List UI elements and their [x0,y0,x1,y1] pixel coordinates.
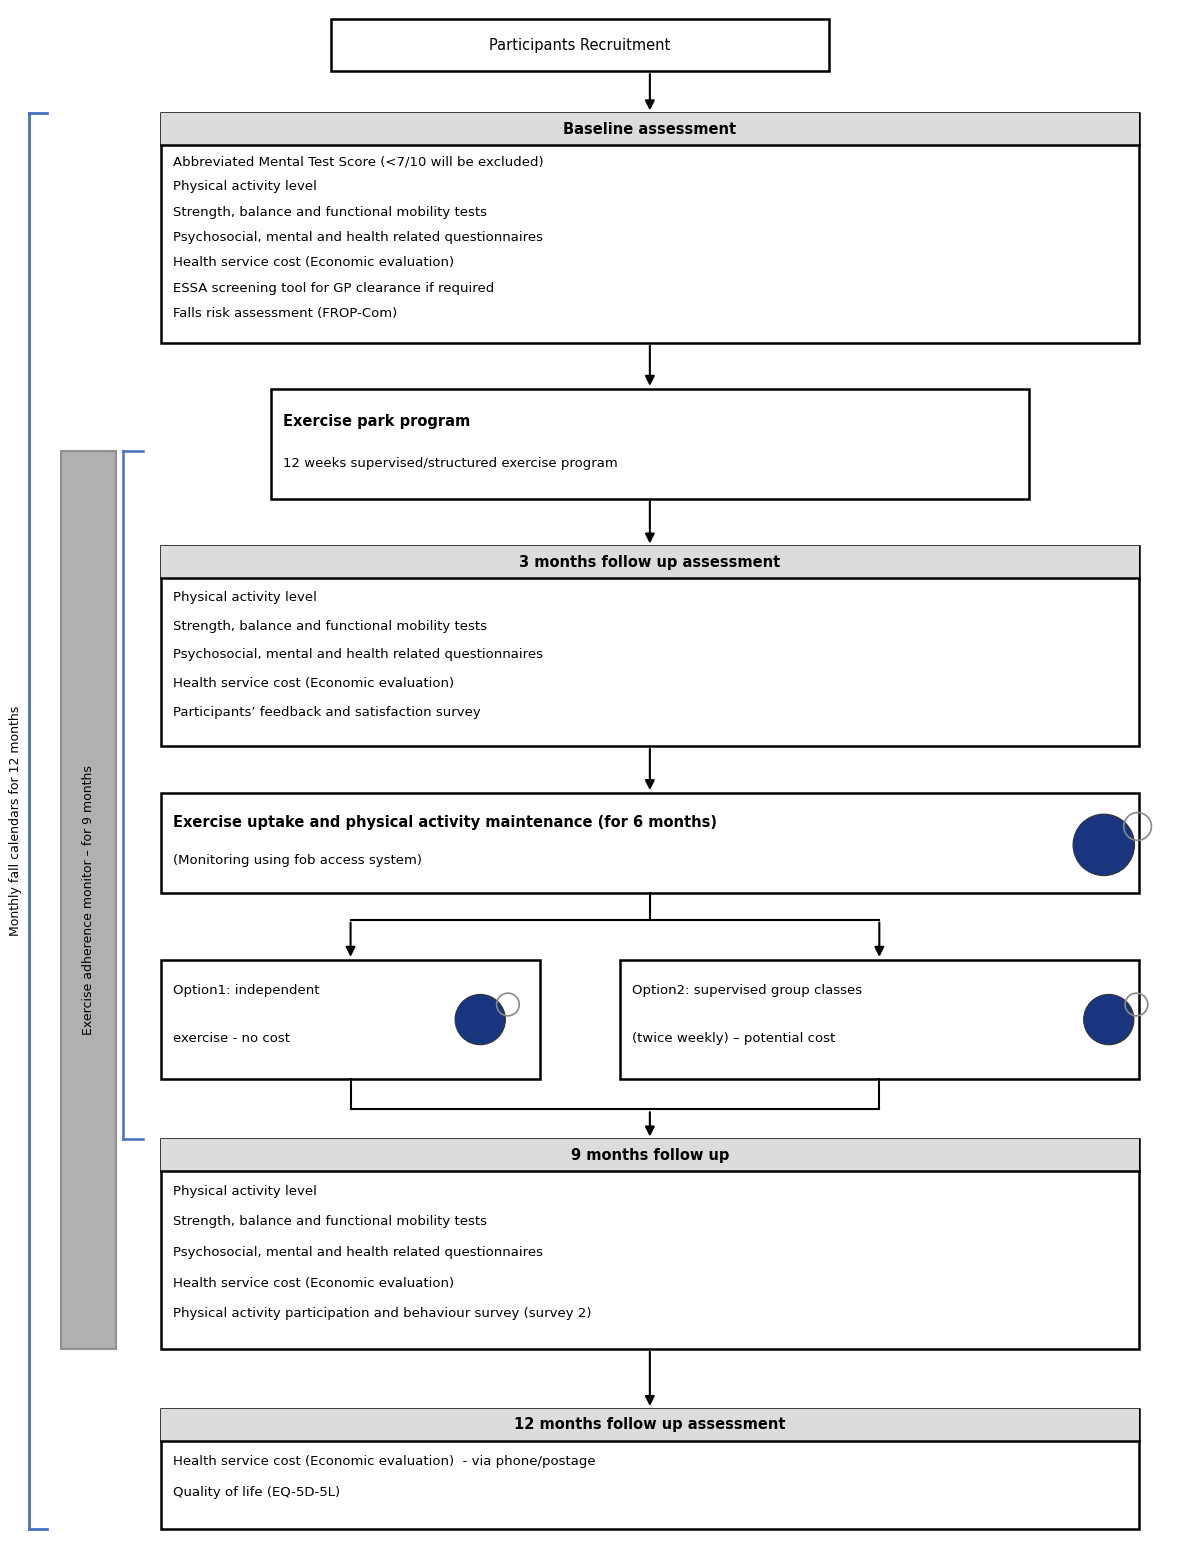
Bar [161,547,1138,747]
Text: Strength, balance and functional mobility tests: Strength, balance and functional mobilit… [172,1215,487,1228]
Bar [161,547,1138,578]
Text: Physical activity level: Physical activity level [172,181,317,194]
Text: Psychosocial, mental and health related questionnaires: Psychosocial, mental and health related … [172,648,543,661]
Text: Monthly fall calendars for 12 months: Monthly fall calendars for 12 months [8,706,22,936]
Text: (twice weekly) – potential cost: (twice weekly) – potential cost [632,1032,835,1045]
Bar [270,389,1029,498]
Text: Abbreviated Mental Test Score (<7/10 will be excluded): Abbreviated Mental Test Score (<7/10 wil… [172,155,543,169]
Text: Physical activity level: Physical activity level [172,590,317,603]
Text: Option2: supervised group classes: Option2: supervised group classes [632,984,862,997]
Text: 12 months follow up assessment: 12 months follow up assessment [514,1417,785,1432]
Ellipse shape [1084,995,1134,1045]
Text: 12 weeks supervised/structured exercise program: 12 weeks supervised/structured exercise … [282,456,618,470]
Bar [620,959,1138,1079]
Text: Exercise adherence monitor – for 9 months: Exercise adherence monitor – for 9 month… [83,765,96,1034]
Bar [161,959,540,1079]
Text: Participants’ feedback and satisfaction survey: Participants’ feedback and satisfaction … [172,706,481,720]
Text: Exercise uptake and physical activity maintenance (for 6 months): Exercise uptake and physical activity ma… [172,815,717,831]
Ellipse shape [1074,814,1135,876]
Bar [61,450,116,1350]
Bar [161,112,1138,342]
Text: Quality of life (EQ-5D-5L): Quality of life (EQ-5D-5L) [172,1485,340,1500]
Text: ESSA screening tool for GP clearance if required: ESSA screening tool for GP clearance if … [172,281,494,295]
Text: Psychosocial, mental and health related questionnaires: Psychosocial, mental and health related … [172,1246,543,1259]
Text: Health service cost (Economic evaluation): Health service cost (Economic evaluation… [172,256,455,270]
Text: Strength, balance and functional mobility tests: Strength, balance and functional mobilit… [172,206,487,219]
Text: exercise - no cost: exercise - no cost [172,1032,291,1045]
Text: Strength, balance and functional mobility tests: Strength, balance and functional mobilit… [172,620,487,633]
Bar [161,1139,1138,1350]
Text: Exercise park program: Exercise park program [282,414,470,430]
Text: Falls risk assessment (FROP-Com): Falls risk assessment (FROP-Com) [172,308,397,320]
Bar [331,19,829,72]
Text: Participants Recruitment: Participants Recruitment [489,37,671,53]
Text: Option1: independent: Option1: independent [172,984,320,997]
Text: Physical activity participation and behaviour survey (survey 2): Physical activity participation and beha… [172,1307,592,1320]
Text: Health service cost (Economic evaluation): Health service cost (Economic evaluation… [172,1276,455,1290]
Bar [161,112,1138,145]
Bar [161,1409,1138,1440]
Ellipse shape [455,995,505,1045]
Text: (Monitoring using fob access system): (Monitoring using fob access system) [172,854,422,867]
Text: Health service cost (Economic evaluation): Health service cost (Economic evaluation… [172,678,455,690]
Text: Psychosocial, mental and health related questionnaires: Psychosocial, mental and health related … [172,231,543,244]
Bar [161,1139,1138,1172]
Text: 3 months follow up assessment: 3 months follow up assessment [520,555,781,570]
Bar [161,1409,1138,1529]
Text: Health service cost (Economic evaluation)  - via phone/postage: Health service cost (Economic evaluation… [172,1454,595,1468]
Text: 9 months follow up: 9 months follow up [570,1148,729,1162]
Bar [161,793,1138,893]
Text: Baseline assessment: Baseline assessment [563,122,737,136]
Text: Physical activity level: Physical activity level [172,1184,317,1198]
